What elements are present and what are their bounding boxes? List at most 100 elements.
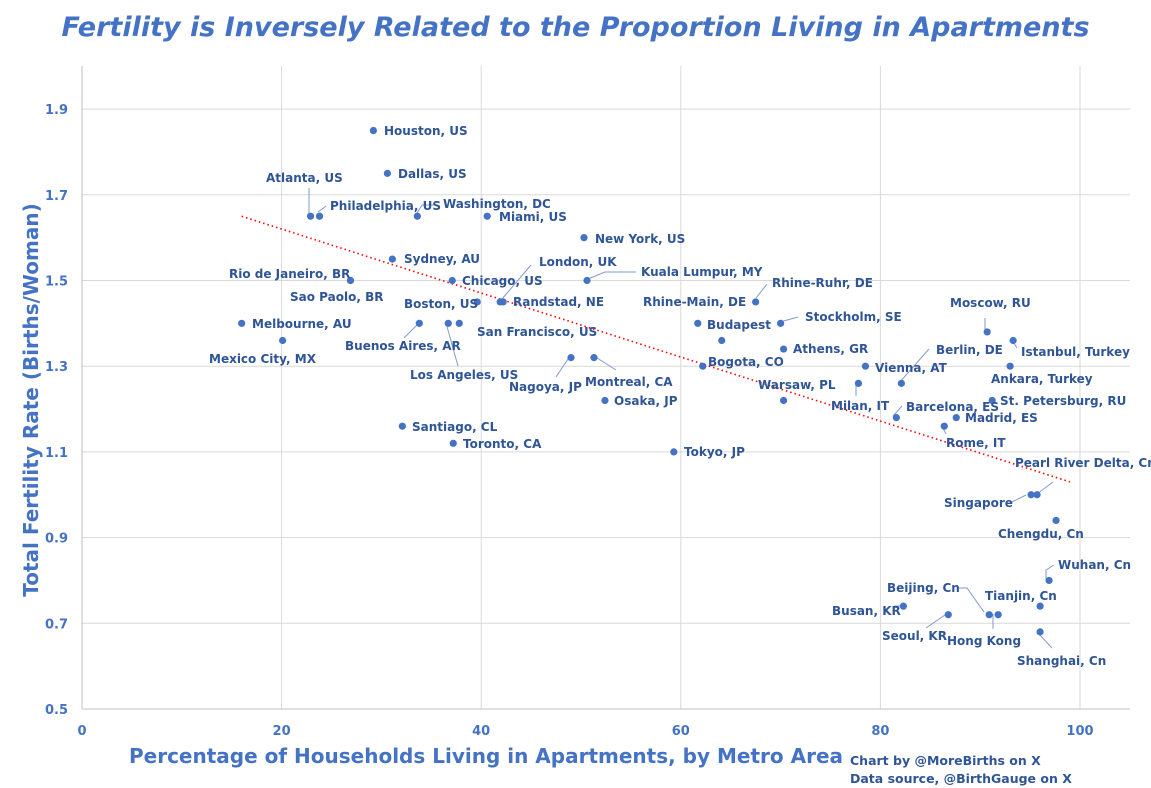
data-point [483, 212, 491, 220]
data-point [779, 396, 788, 405]
data-point [854, 379, 863, 387]
point-label: Nagoya, JP [509, 380, 582, 394]
point-label: Busan, KR [832, 604, 901, 618]
data-points [238, 126, 1060, 636]
data-point [496, 298, 504, 306]
point-label: Melbourne, AU [252, 317, 352, 331]
credit-author: Chart by @MoreBirths on X [850, 753, 1041, 768]
leader-line [755, 283, 768, 299]
data-point [1045, 576, 1053, 585]
data-point [415, 319, 423, 327]
y-tick-label: 1.3 [45, 360, 68, 375]
data-point [1052, 516, 1060, 525]
point-label: Warsaw, PL [758, 378, 836, 392]
data-point [449, 439, 457, 447]
credit-source: Data source, @BirthGauge on X [850, 771, 1072, 786]
point-label: Toronto, CA [463, 437, 542, 451]
data-point [369, 126, 378, 135]
leader-line [1045, 564, 1055, 580]
data-point [779, 345, 788, 353]
data-point [1006, 362, 1014, 370]
trendline [241, 215, 1071, 483]
data-point [777, 319, 785, 327]
point-label: London, UK [539, 255, 617, 269]
x-tick-label: 20 [273, 724, 291, 739]
point-label: Tianjin, Cn [985, 589, 1057, 603]
data-point [580, 234, 588, 242]
trend-line [241, 215, 1071, 483]
data-point [583, 276, 591, 285]
point-label: Rhine-Ruhr, DE [772, 276, 873, 290]
data-point [1009, 336, 1017, 345]
leader-line [445, 322, 459, 367]
point-label: Wuhan, Cn [1058, 558, 1131, 572]
point-label: Shanghai, Cn [1017, 654, 1106, 668]
point-label: Washington, DC [443, 197, 551, 211]
point-label: New York, US [595, 232, 685, 246]
data-point [1036, 602, 1044, 610]
point-label: Berlin, DE [936, 343, 1003, 357]
point-label: Budapest [707, 318, 771, 332]
point-label: Beijing, Cn [887, 581, 960, 595]
point-label: Los Angeles, US [410, 368, 518, 382]
point-label: Sydney, AU [404, 252, 480, 266]
point-label: Randstad, NE [513, 295, 604, 309]
point-label: Moscow, RU [950, 296, 1031, 310]
data-point [278, 336, 287, 345]
data-point [388, 255, 396, 263]
data-point [413, 212, 421, 220]
data-point [238, 319, 246, 327]
point-label: Ankara, Turkey [991, 372, 1093, 386]
point-label: San Francisco, US [477, 325, 597, 339]
point-label: Madrid, ES [965, 411, 1038, 425]
data-point [988, 396, 996, 405]
data-point [448, 276, 456, 285]
point-label: Hong Kong [947, 634, 1021, 648]
leader-line [403, 323, 419, 339]
data-point [897, 379, 905, 387]
point-label: Chicago, US [462, 274, 543, 288]
leader-line [416, 204, 438, 214]
x-tick-label: 60 [672, 724, 690, 739]
leader-line [1036, 481, 1054, 495]
point-label: Athens, GR [793, 342, 868, 356]
point-labels: Houston, US Dallas, US Atlanta, US Philadel… [209, 124, 1151, 668]
data-point [694, 319, 702, 327]
data-point [398, 422, 406, 430]
x-tick-label: 100 [1066, 724, 1093, 739]
y-tick-label: 1.9 [45, 103, 68, 118]
data-point [952, 414, 960, 422]
leader-line [898, 348, 930, 384]
leader-line [958, 587, 985, 613]
data-point [315, 212, 324, 220]
data-point [1036, 628, 1044, 636]
x-tick-label: 40 [472, 724, 490, 739]
point-label: Philadelphia, US [330, 199, 441, 213]
data-point [601, 396, 609, 405]
point-label: Houston, US [384, 124, 468, 138]
point-label: Boston, US [404, 297, 478, 311]
data-point [752, 298, 760, 306]
leader-line [501, 264, 532, 300]
point-label: Milan, IT [831, 399, 890, 413]
data-point [892, 414, 900, 422]
data-point [940, 422, 948, 430]
leader-line [892, 405, 903, 417]
data-point [899, 602, 907, 610]
point-label: Rio de Janeiro, BR [229, 267, 350, 281]
chart-title: Fertility is Inversely Related to the Pr… [61, 12, 1090, 43]
point-label: Bogota, CO [708, 355, 784, 369]
point-label: Atlanta, US [266, 171, 343, 185]
y-tick-label: 1.1 [45, 446, 68, 461]
credit-block: Chart by @MoreBirths on X Data source, @… [850, 752, 1072, 788]
point-label: Dallas, US [398, 167, 467, 181]
data-point [567, 354, 575, 362]
point-label: Istanbul, Turkey [1021, 345, 1130, 359]
x-tick-label: 80 [871, 724, 889, 739]
y-tick-label: 0.7 [45, 617, 68, 632]
point-label: Stockholm, SE [805, 310, 902, 324]
point-label: Osaka, JP [614, 394, 678, 408]
data-point [444, 319, 452, 327]
point-label: Buenos Aires, AR [345, 339, 461, 353]
